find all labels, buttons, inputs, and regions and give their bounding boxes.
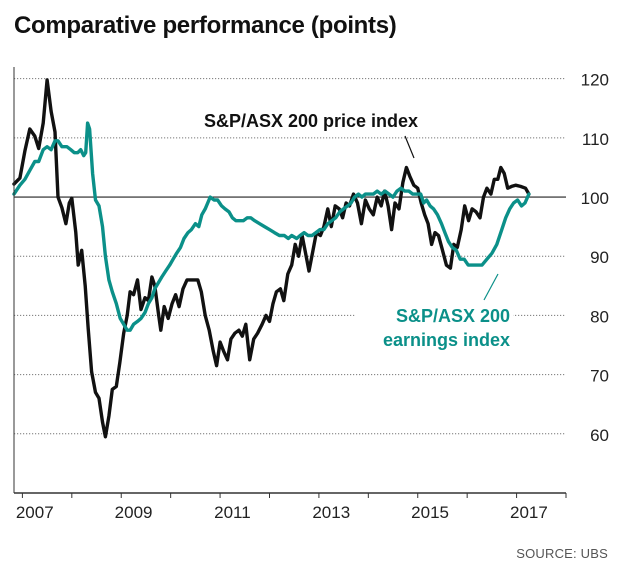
- earnings-index-label-line: S&P/ASX 200: [396, 306, 510, 326]
- x-tick-label: 2017: [510, 503, 548, 522]
- series-layer: [12, 78, 531, 439]
- x-tick-label: 2013: [312, 503, 350, 522]
- y-tick-label: 110: [582, 130, 609, 149]
- y-tick-label: 60: [590, 426, 609, 445]
- y-tick-label: 120: [581, 71, 609, 90]
- y-tick-label: 70: [590, 367, 609, 386]
- price-index-label: S&P/ASX 200 price index: [204, 111, 418, 131]
- earnings-index-line: [12, 121, 531, 332]
- y-tick-label: 80: [590, 307, 609, 326]
- y-tick-label: 100: [581, 189, 609, 208]
- x-tick-label: 2011: [214, 503, 251, 522]
- earnings-index-label-line: earnings index: [383, 330, 510, 350]
- earnings-label-leader: [483, 273, 499, 301]
- x-tick-label: 2009: [115, 503, 153, 522]
- axis-layer: 60 70 80 90 100 110 120 2007 2009 2011 2013 2015 201…: [13, 67, 609, 522]
- chart-title: Comparative performance (points): [14, 12, 397, 39]
- price-index-line: [12, 78, 531, 439]
- annotation-layer: S&P/ASX 200 price index S&P/ASX 200 earnin…: [197, 104, 513, 352]
- price-label-leader: [404, 135, 415, 159]
- source-credit: SOURCE: UBS: [516, 546, 608, 561]
- x-tick-label: 2015: [411, 503, 449, 522]
- y-tick-label: 90: [590, 248, 609, 267]
- x-tick-label: 2007: [16, 503, 54, 522]
- price-label-bg: [197, 104, 431, 134]
- grid-layer: [14, 78, 566, 435]
- earnings-label-bg: [355, 302, 513, 352]
